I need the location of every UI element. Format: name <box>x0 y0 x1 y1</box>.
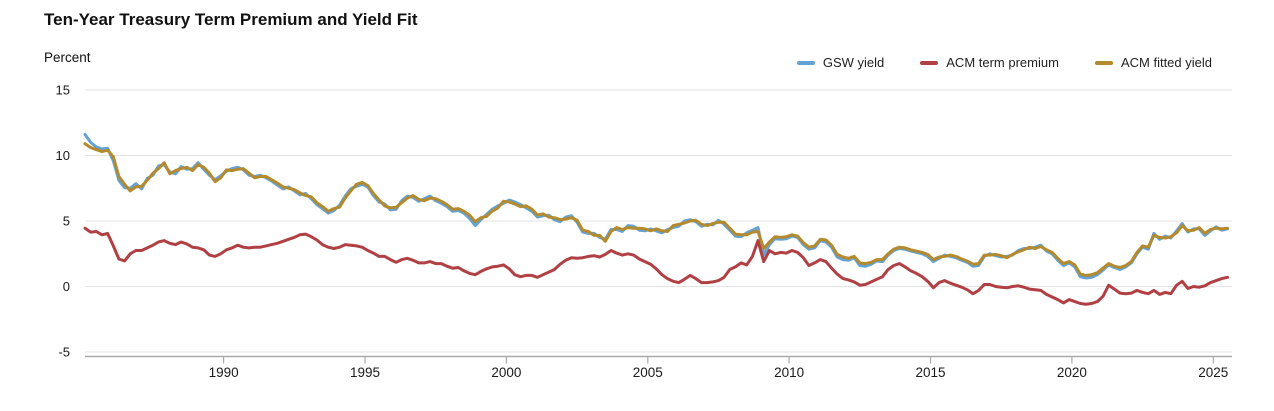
x-tick-label: 2010 <box>774 365 804 380</box>
y-tick-label: 5 <box>63 214 70 229</box>
x-tick-label: 2015 <box>915 365 945 380</box>
y-tick-label: 0 <box>63 279 70 294</box>
x-tick-label: 2025 <box>1198 365 1228 380</box>
gsw-yield-swatch-icon <box>796 60 815 65</box>
x-tick-label: 2005 <box>633 365 663 380</box>
x-tick-label: 2020 <box>1057 365 1087 380</box>
y-tick-label: -5 <box>58 345 70 360</box>
y-tick-label: 15 <box>56 83 70 98</box>
series-line-acm-term-premium <box>83 226 1229 306</box>
legend-item-acm-fitted-yield: ACM fitted yield <box>1094 55 1212 70</box>
legend-item-gsw-yield: GSW yield <box>796 55 885 70</box>
chart-title: Ten-Year Treasury Term Premium and Yield… <box>44 10 418 29</box>
legend: GSW yield ACM term premium ACM fitted yi… <box>796 55 1212 70</box>
x-tick-label: 1990 <box>209 365 239 380</box>
y-tick-label: 10 <box>56 148 70 163</box>
acm-fitted-yield-swatch-icon <box>1094 60 1113 65</box>
legend-label: ACM fitted yield <box>1120 55 1212 70</box>
y-axis-unit-label: Percent <box>44 50 91 65</box>
legend-label: GSW yield <box>822 55 885 70</box>
legend-label: ACM term premium <box>946 55 1059 70</box>
x-tick-label: 2000 <box>491 365 521 380</box>
series-line-acm-fitted-yield <box>83 142 1229 277</box>
legend-item-acm-term-premium: ACM term premium <box>920 55 1059 70</box>
acm-term-premium-swatch-icon <box>920 60 939 65</box>
x-tick-label: 1995 <box>350 365 380 380</box>
